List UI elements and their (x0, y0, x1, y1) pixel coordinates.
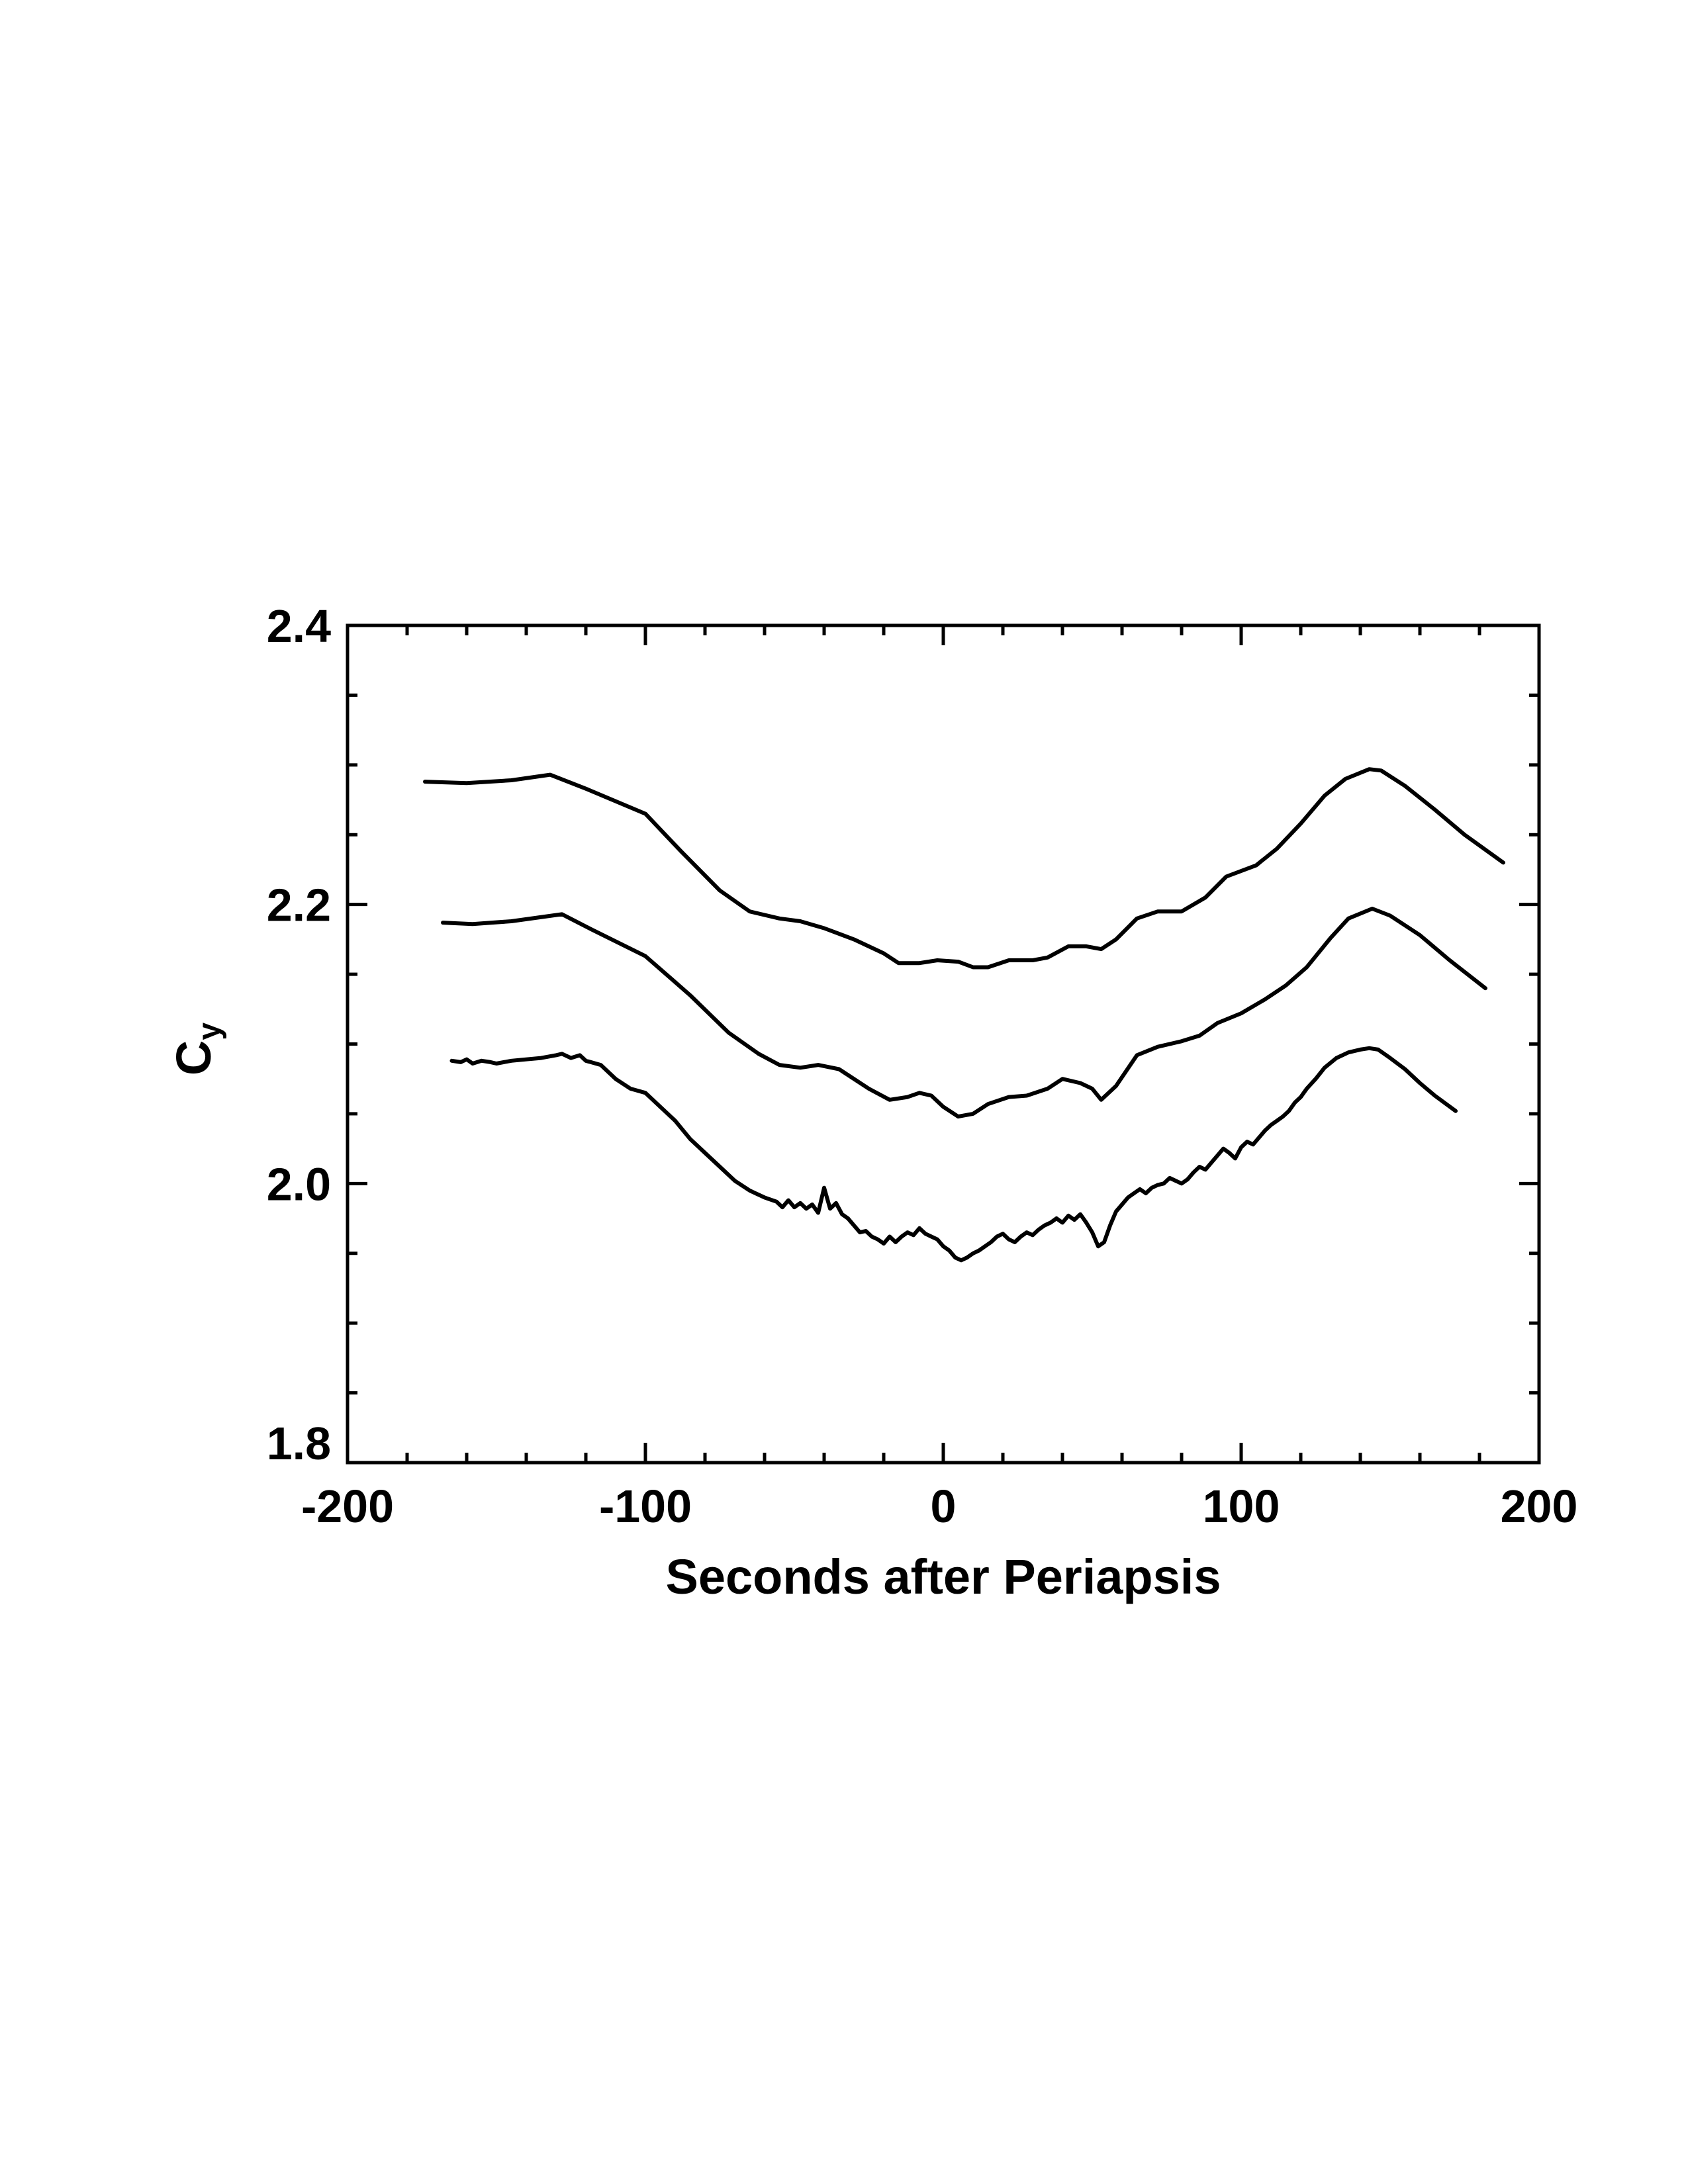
x-axis-label: Seconds after Periapsis (665, 1549, 1221, 1604)
plot-frame (346, 623, 1541, 1465)
x-tick-label: -200 (301, 1480, 394, 1532)
series-line-2 (441, 907, 1487, 1119)
svg-text:Cy: Cy (166, 1023, 227, 1075)
x-tick-label: 200 (1501, 1480, 1578, 1532)
tick-labels: -200 -100 0 100 200 1.8 2.0 2.2 2.4 (267, 600, 1578, 1532)
axis-ticks (346, 623, 1541, 1465)
series-line-1 (423, 767, 1505, 970)
y-tick-label: 2.0 (267, 1158, 331, 1210)
x-tick-label: 100 (1203, 1480, 1280, 1532)
y-tick-label: 1.8 (267, 1418, 331, 1469)
x-tick-label: 0 (931, 1480, 957, 1532)
y-axis-label-subscript: y (192, 1023, 227, 1040)
y-tick-label: 2.2 (267, 880, 331, 931)
series-lines (423, 767, 1505, 1263)
x-tick-label: -100 (599, 1480, 692, 1532)
y-axis-label-main: C (166, 1040, 221, 1075)
y-axis-label: Cy (166, 1023, 227, 1075)
y-tick-label: 2.4 (267, 600, 331, 652)
series-line-3 (449, 1046, 1458, 1263)
